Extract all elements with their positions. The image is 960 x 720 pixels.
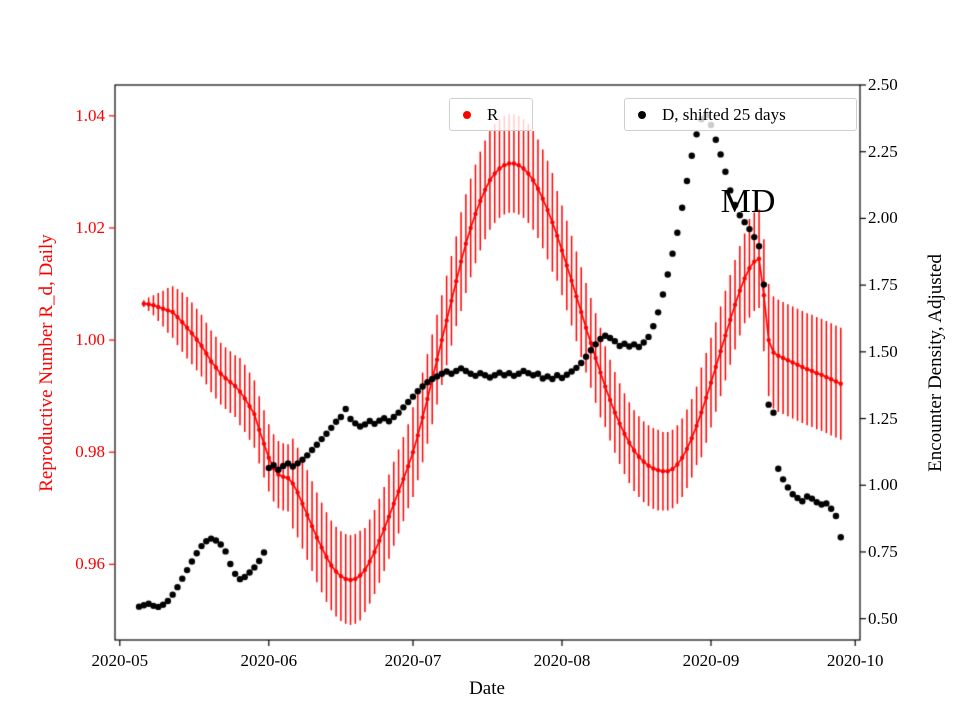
y-right-tick-label: 2.50 [868,75,898,94]
legend-r: R [449,98,533,131]
y-right-tick-label: 0.75 [868,541,898,561]
x-tick-label: 2020-06 [240,651,298,670]
y-right-tick-label: 2.00 [868,208,898,228]
x-tick-label: 2020-10 [826,651,884,670]
y-left-tick-label: 0.98 [75,442,105,462]
x-tick-label: 2020-09 [682,651,740,670]
y-right-tick-label: 1.25 [868,408,898,428]
y-left-tick-label: 1.04 [75,105,105,125]
y-right-tick-label: 1.00 [868,475,898,495]
y-right-tick-label: 1.75 [868,275,898,295]
y-left-tick-label: 0.96 [75,554,105,574]
y-right-tick-label: 1.50 [868,341,898,361]
x-tick-label: 2020-05 [91,651,149,670]
y-axis-label-left: Reproductive Number R_d, Daily [36,234,57,492]
annotation-md: MD [720,183,776,221]
legend-d-label: D, shifted 25 days [662,104,786,124]
y-axis-label-right: Encounter Density, Adjusted [925,254,946,472]
x-tick-label: 2020-07 [384,651,442,670]
legend-d-marker-icon [638,110,646,119]
x-tick-label: 2020-08 [533,651,591,670]
legend-r-marker-icon [463,110,471,119]
y-left-tick-label: 1.02 [75,217,105,237]
y-right-tick-label: 2.25 [868,141,898,161]
y-right-tick-label: 0.50 [868,608,898,628]
x-axis-label: Date [469,678,505,699]
legend-d: D, shifted 25 days [624,98,857,131]
legend-r-label: R [487,104,499,124]
y-left-tick-label: 1.00 [75,330,105,350]
